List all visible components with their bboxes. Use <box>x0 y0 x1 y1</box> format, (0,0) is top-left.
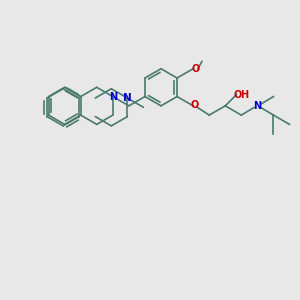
Text: O: O <box>191 64 200 74</box>
Text: O: O <box>190 100 199 110</box>
Text: H: H <box>241 90 249 100</box>
Text: N: N <box>253 101 262 111</box>
Text: N: N <box>109 92 117 102</box>
Text: N: N <box>123 93 132 103</box>
Text: O: O <box>234 90 242 100</box>
